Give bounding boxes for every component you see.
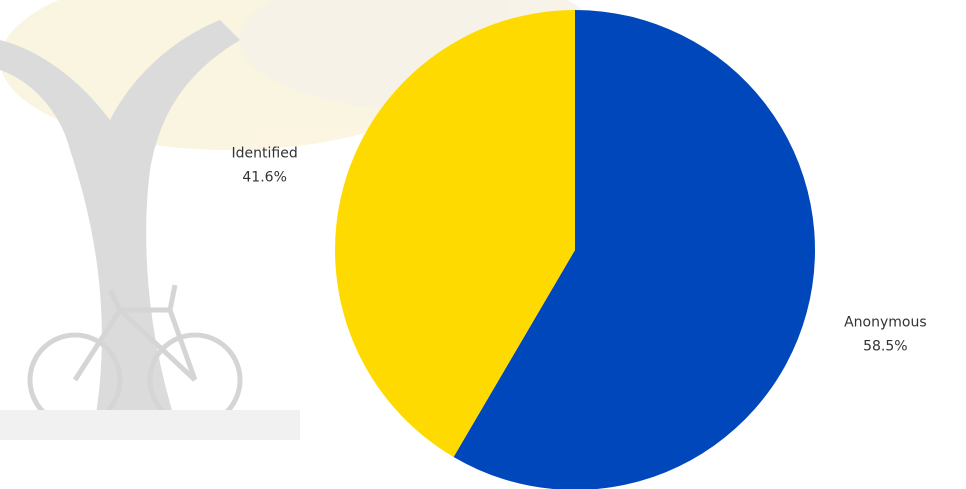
ground <box>0 410 300 440</box>
pie-slice <box>334 10 575 458</box>
slice-value-label: 41.6% <box>242 170 286 186</box>
pie <box>334 10 815 489</box>
foliage <box>0 0 460 150</box>
pie-slice <box>453 10 815 489</box>
bicycle <box>27 284 243 428</box>
slice-value-label: 58.5% <box>863 338 907 354</box>
labels: Anonymous 58.5% Identified 41.6% <box>232 146 927 355</box>
slice-label: Anonymous <box>844 314 927 330</box>
slice-label: Identified <box>232 146 298 162</box>
tree-trunk <box>0 20 240 420</box>
